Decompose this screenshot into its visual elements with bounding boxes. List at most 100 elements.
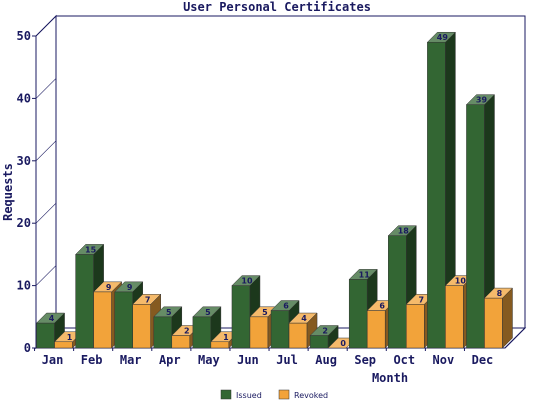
data-label: 10 (241, 277, 253, 286)
y-tick-label: 0 (24, 341, 31, 355)
bar-top (231, 275, 261, 286)
x-tick-label: Jul (276, 353, 298, 367)
data-label: 2 (322, 327, 328, 336)
bar-revoked-dec: 8 (483, 287, 514, 349)
bar-front (93, 291, 112, 349)
x-tick-label: Feb (81, 353, 103, 367)
x-tick-label: Aug (315, 353, 337, 367)
bar-front (270, 310, 290, 349)
floor-right-edge (504, 327, 526, 349)
y-axis-ticks: 0 10 20 30 40 50 (17, 15, 57, 355)
y-tick-depth-line (35, 78, 57, 99)
bar-front (466, 104, 485, 349)
bar-front (288, 322, 308, 349)
data-label: 4 (301, 314, 307, 323)
bar-top (387, 225, 417, 236)
bar-front (153, 316, 173, 349)
y-axis-title: Requests (1, 163, 15, 221)
data-label: 8 (497, 289, 503, 298)
y-tick-label: 40 (17, 91, 31, 105)
legend-swatch (220, 389, 232, 400)
data-label: 7 (419, 295, 425, 304)
bar-front (406, 304, 425, 349)
bar-top (192, 306, 222, 318)
data-label: 9 (106, 283, 112, 292)
data-label: 5 (205, 308, 211, 317)
bar-front (192, 316, 212, 349)
x-tick-label: Mar (120, 353, 142, 367)
bar-front (484, 297, 503, 349)
bar-front (427, 41, 446, 349)
bar-top (75, 244, 105, 255)
data-label: 39 (476, 96, 488, 105)
bar-side (502, 287, 513, 349)
x-tick-label: Dec (472, 353, 494, 367)
bar-front (132, 304, 151, 349)
bar-top (35, 312, 66, 324)
bar-front (114, 291, 133, 349)
x-tick-label: Oct (393, 353, 415, 367)
bar-front (348, 279, 368, 349)
bar-top (288, 312, 318, 324)
bars: 4 1 15 9 9 7 5 2 5 1 10 5 6 4 2 0 11 6 18 7 49 10 39 8 (35, 31, 514, 349)
y-tick-label: 20 (17, 216, 31, 230)
y-tick-depth-line (35, 15, 57, 37)
bar-front (54, 341, 73, 349)
data-label: 4 (49, 314, 55, 323)
bar-revoked-mar: 7 (132, 293, 162, 349)
data-label: 1 (67, 333, 73, 342)
bar-top (270, 300, 300, 311)
bar-front (388, 235, 407, 349)
bar-front (309, 335, 329, 349)
bar-front (445, 285, 464, 349)
y-tick-label: 50 (17, 29, 31, 43)
x-tick-label: May (198, 353, 220, 367)
data-label: 10 (455, 277, 467, 286)
x-axis-ticks: Jan Feb Mar Apr May Jun Jul Aug Sep Oct Nov Dec (34, 348, 494, 367)
bar-top (483, 287, 514, 299)
data-label: 15 (85, 245, 97, 254)
bar-top (132, 294, 162, 305)
y-tick-label: 30 (17, 154, 31, 168)
y-tick-depth-line (35, 140, 57, 162)
bar-issued-dec: 39 (465, 94, 496, 349)
bar-top (465, 94, 496, 105)
bar-front (210, 341, 230, 349)
bar-issued-may: 5 (192, 306, 222, 349)
x-tick-label: Sep (354, 353, 376, 367)
bar-front (36, 322, 55, 349)
bar-front (75, 254, 94, 349)
data-label: 2 (184, 327, 190, 336)
bar-top (93, 281, 123, 293)
bar-front (249, 316, 269, 349)
data-label: 6 (379, 302, 385, 311)
x-tick-label: Jan (42, 353, 64, 367)
y-tick-label: 10 (17, 279, 31, 293)
y-tick-depth-line (35, 265, 57, 286)
legend: Issued Revoked (220, 389, 328, 400)
legend-label: Issued (236, 391, 262, 400)
x-tick-label: Apr (159, 353, 181, 367)
bar-front (171, 335, 191, 349)
y-tick-depth-line (35, 202, 57, 224)
left-wall (35, 14, 57, 350)
x-tick-label: Nov (433, 353, 455, 367)
bar-top (153, 306, 183, 318)
data-label: 11 (359, 270, 371, 279)
bar-front (366, 310, 386, 349)
legend-item-revoked: Revoked (278, 389, 328, 400)
data-label: 0 (340, 339, 346, 348)
bar-issued-nov: 49 (426, 31, 456, 349)
bar-top (426, 31, 456, 43)
bar-front (231, 285, 251, 349)
data-label: 6 (283, 302, 289, 311)
bar-top (309, 325, 339, 336)
legend-swatch (278, 389, 290, 400)
data-label: 1 (223, 333, 229, 342)
data-label: 49 (437, 33, 449, 42)
data-label: 7 (145, 295, 151, 304)
data-label: 5 (166, 308, 172, 317)
data-label: 18 (398, 227, 410, 236)
